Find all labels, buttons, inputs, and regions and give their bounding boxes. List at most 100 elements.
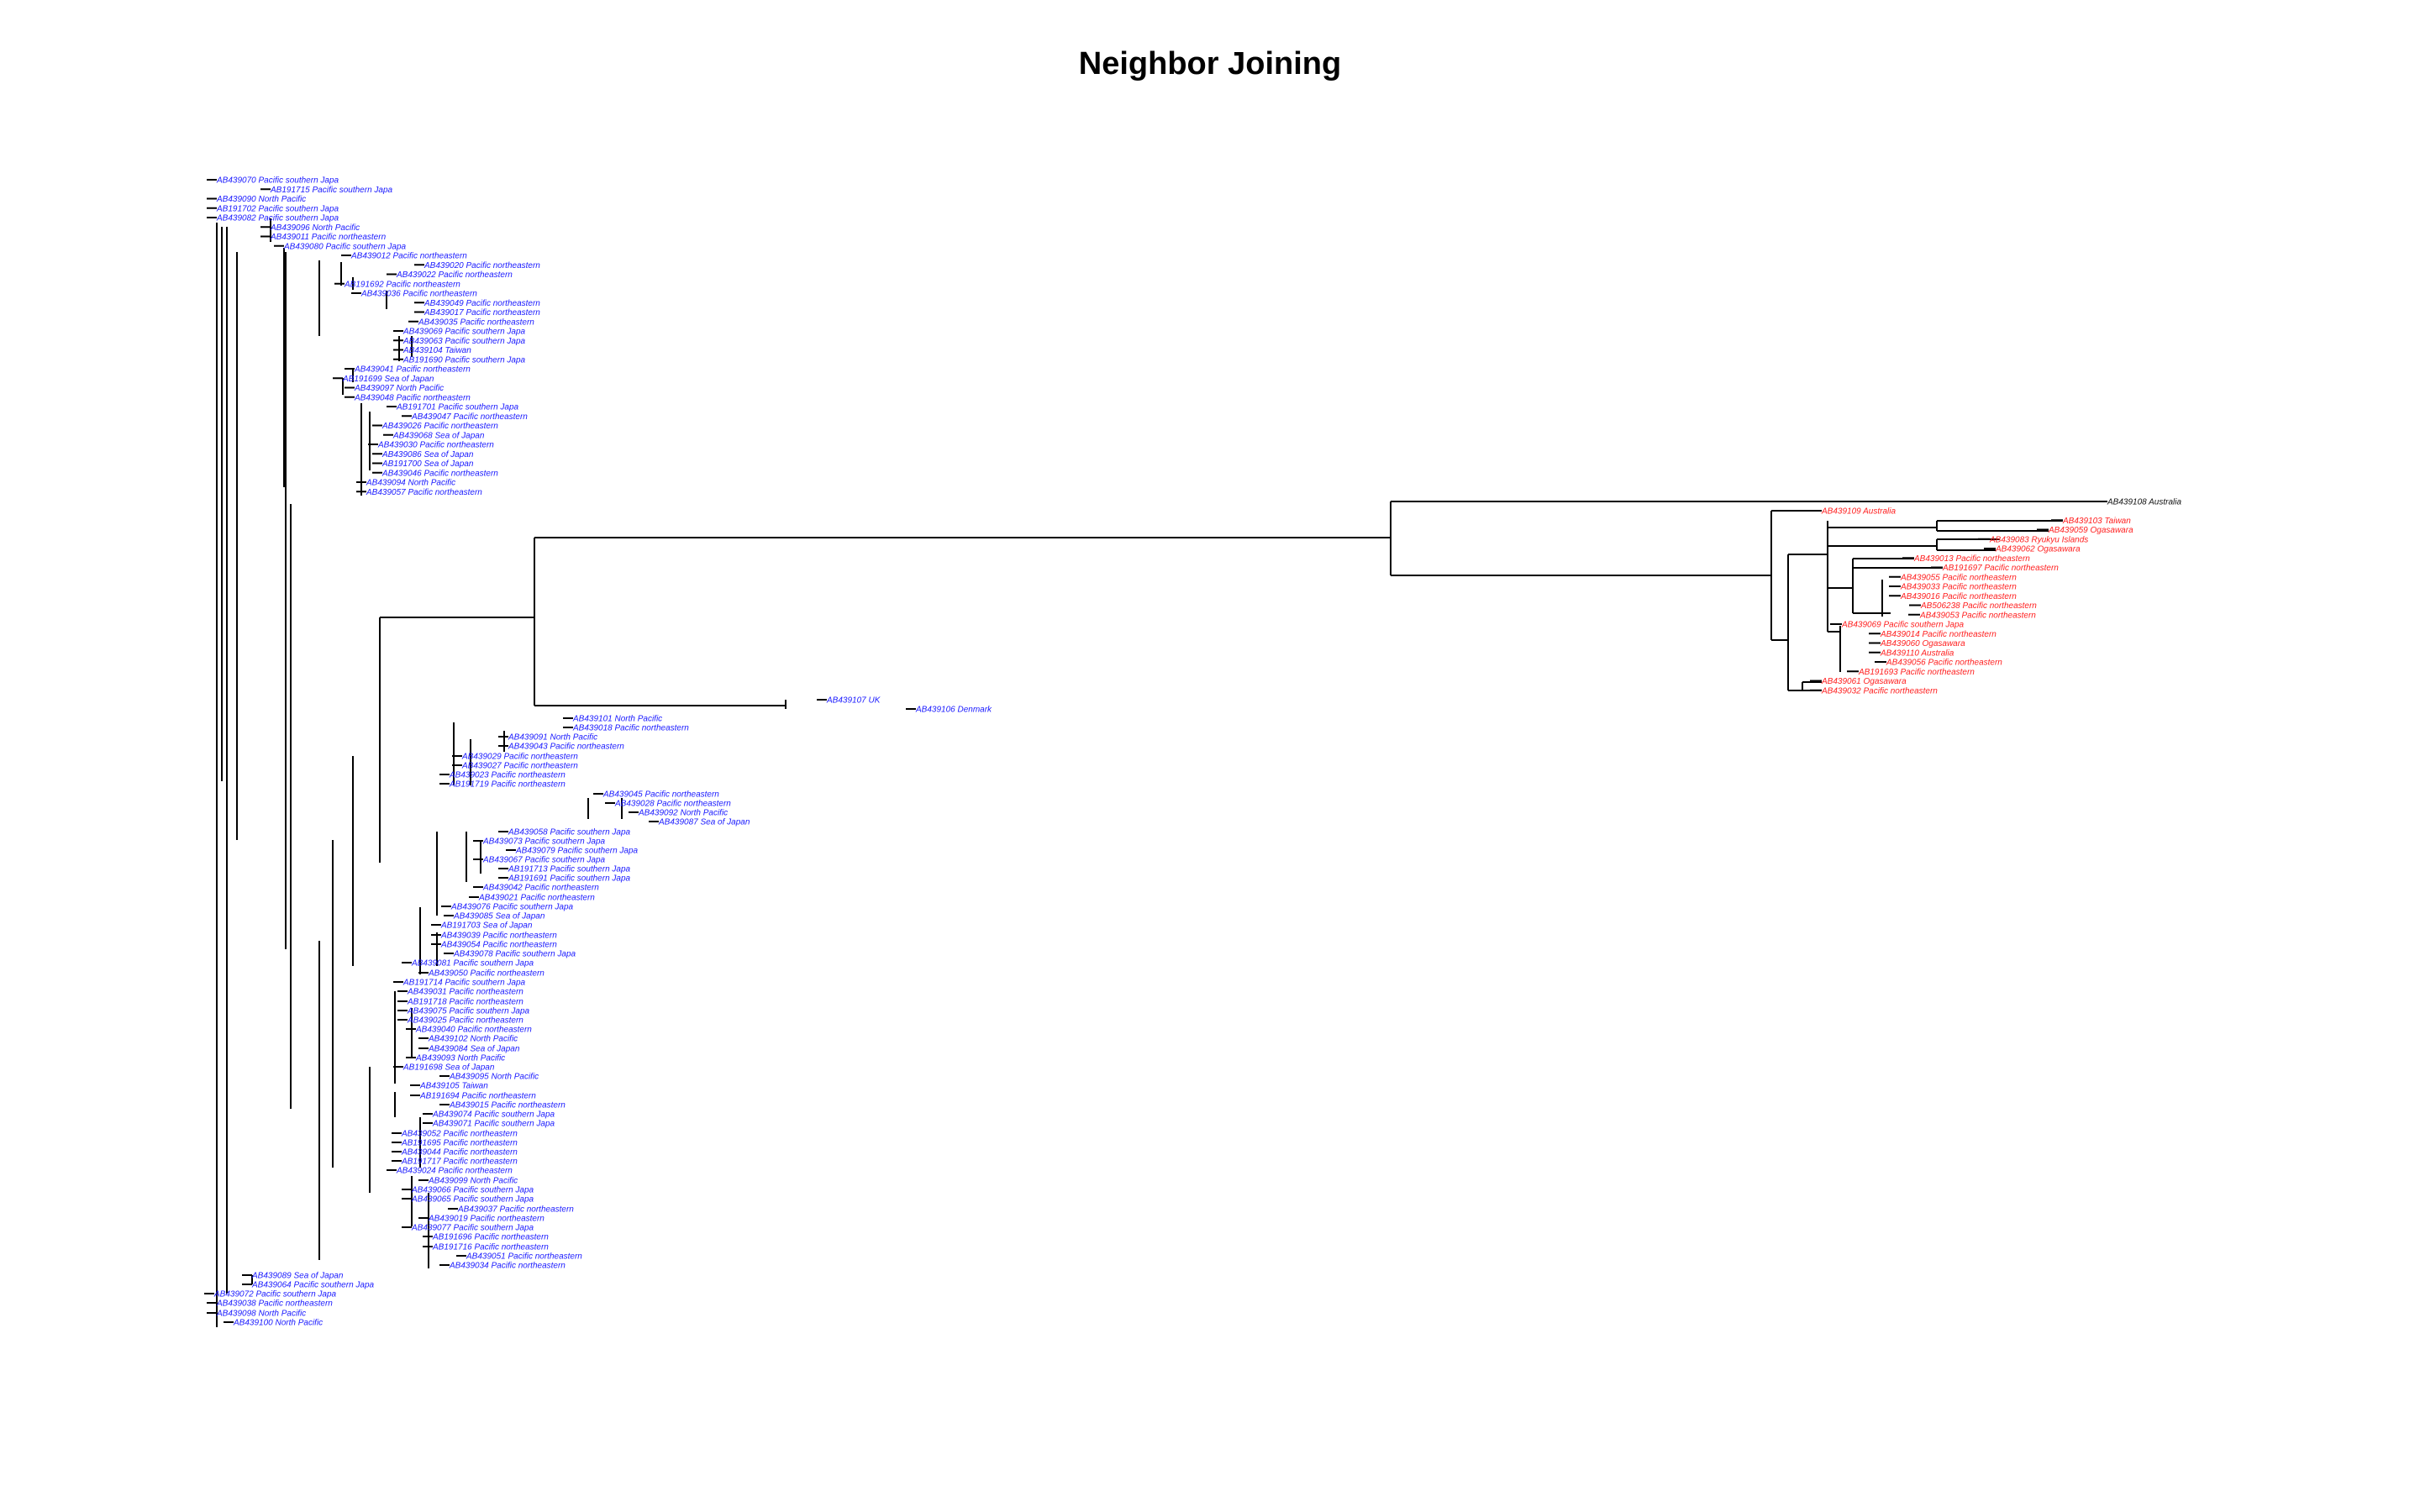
tip-label: AB439068 Sea of Japan xyxy=(392,431,485,440)
tip-label: AB191715 Pacific southern Japa xyxy=(270,186,393,195)
tip-label: AB439011 Pacific northeastern xyxy=(270,233,387,242)
tip-label: AB439077 Pacific southern Japa xyxy=(411,1224,534,1233)
tip-label: AB191691 Pacific southern Japa xyxy=(508,874,631,884)
tip-label: AB439051 Pacific northeastern xyxy=(466,1252,582,1262)
tip-label: AB439012 Pacific northeastern xyxy=(350,252,467,261)
tip-label: AB439059 Ogasawara xyxy=(2048,526,2133,535)
tip-label: AB439034 Pacific northeastern xyxy=(449,1262,566,1271)
tip-label: AB191719 Pacific northeastern xyxy=(449,780,566,790)
tip-label: AB439106 Denmark xyxy=(915,706,992,715)
tip-label: AB439064 Pacific southern Japa xyxy=(251,1281,375,1290)
tip-label: AB439049 Pacific northeastern xyxy=(424,299,540,308)
tip-label: AB191700 Sea of Japan xyxy=(381,459,474,469)
tip-label: AB439090 North Pacific xyxy=(216,195,306,204)
tip-label: AB439109 Australia xyxy=(1821,507,1896,517)
tip-label: AB439060 Ogasawara xyxy=(1880,639,1965,648)
tip-label: AB439089 Sea of Japan xyxy=(251,1272,344,1281)
tip-label: AB439076 Pacific southern Japa xyxy=(450,903,574,912)
tip-label: AB439030 Pacific northeastern xyxy=(377,441,494,450)
tip-label: AB439045 Pacific northeastern xyxy=(602,790,719,800)
tip-label: AB191714 Pacific southern Japa xyxy=(402,979,526,988)
tip-label: AB439052 Pacific northeastern xyxy=(401,1130,518,1139)
tip-label: AB439028 Pacific northeastern xyxy=(614,800,731,809)
tip-label: AB439047 Pacific northeastern xyxy=(411,412,528,422)
tip-label: AB439108 Australia xyxy=(2107,498,2181,507)
tip-label: AB439092 North Pacific xyxy=(638,809,728,818)
tip-label: AB439098 North Pacific xyxy=(216,1310,306,1319)
tip-label: AB439084 Sea of Japan xyxy=(428,1045,520,1054)
tip-label: AB439063 Pacific southern Japa xyxy=(402,337,526,346)
tip-label: AB439050 Pacific northeastern xyxy=(428,969,544,979)
tip-label: AB439019 Pacific northeastern xyxy=(428,1215,544,1224)
tip-label: AB439067 Pacific southern Japa xyxy=(482,856,606,865)
tip-label: AB439054 Pacific northeastern xyxy=(440,941,557,950)
tip-label: AB439086 Sea of Japan xyxy=(381,450,474,459)
tip-label: AB439042 Pacific northeastern xyxy=(482,884,599,893)
tip-label: AB439073 Pacific southern Japa xyxy=(482,837,606,847)
tip-label: AB439079 Pacific southern Japa xyxy=(515,847,639,856)
tip-label: AB439110 Australia xyxy=(1880,648,1954,658)
tip-label: AB439022 Pacific northeastern xyxy=(396,270,513,280)
tip-label: AB439013 Pacific northeastern xyxy=(1913,554,2030,564)
tip-label: AB439017 Pacific northeastern xyxy=(424,308,540,318)
tip-label: AB439031 Pacific northeastern xyxy=(407,988,523,997)
tip-label: AB191713 Pacific southern Japa xyxy=(508,865,631,874)
tip-label: AB439074 Pacific southern Japa xyxy=(432,1110,555,1120)
tip-label: AB439056 Pacific northeastern xyxy=(1886,659,2002,668)
tip-label: AB439026 Pacific northeastern xyxy=(381,422,498,431)
tip-label: AB439078 Pacific southern Japa xyxy=(453,950,576,959)
tip-label: AB191696 Pacific northeastern xyxy=(432,1233,549,1242)
tip-label: AB439075 Pacific southern Japa xyxy=(407,1007,530,1016)
tip-label: AB439021 Pacific northeastern xyxy=(478,894,595,903)
tip-label: AB439035 Pacific northeastern xyxy=(418,318,534,327)
tip-label: AB191694 Pacific northeastern xyxy=(419,1092,536,1101)
chart-title: Neighbor Joining xyxy=(1078,46,1342,81)
tip-label: AB439055 Pacific northeastern xyxy=(1900,573,2017,582)
tip-label: AB439102 North Pacific xyxy=(428,1035,518,1044)
tip-label: AB439046 Pacific northeastern xyxy=(381,469,498,478)
tip-label: AB439081 Pacific southern Japa xyxy=(411,959,534,969)
tip-label: AB439072 Pacific southern Japa xyxy=(213,1290,337,1299)
tip-label: AB191698 Sea of Japan xyxy=(402,1063,495,1073)
tip-label: AB439094 North Pacific xyxy=(366,479,455,488)
tip-label: AB439066 Pacific southern Japa xyxy=(411,1186,534,1195)
tip-label: AB191718 Pacific northeastern xyxy=(407,998,523,1007)
tip-label: AB439061 Ogasawara xyxy=(1821,677,1907,686)
tip-label: AB439025 Pacific northeastern xyxy=(407,1016,523,1026)
tip-label: AB439087 Sea of Japan xyxy=(658,818,750,827)
tip-label: AB439058 Pacific southern Japa xyxy=(508,828,631,837)
tip-label: AB439069 Pacific southern Japa xyxy=(402,328,526,337)
tip-label: AB439041 Pacific northeastern xyxy=(354,365,471,375)
tip-label: AB439043 Pacific northeastern xyxy=(508,743,624,752)
tip-label: AB191699 Sea of Japan xyxy=(342,375,434,384)
tip-label: AB439048 Pacific northeastern xyxy=(354,393,471,402)
tip-label: AB439016 Pacific northeastern xyxy=(1900,592,2017,601)
tip-label: AB439085 Sea of Japan xyxy=(453,912,545,921)
tip-label: AB191695 Pacific northeastern xyxy=(401,1139,518,1148)
tip-label: AB439020 Pacific northeastern xyxy=(424,261,540,270)
tip-label: AB439097 North Pacific xyxy=(354,384,444,393)
tip-label: AB439107 UK xyxy=(826,696,881,706)
tip-label: AB191693 Pacific northeastern xyxy=(1858,668,1975,677)
tip-label: AB191717 Pacific northeastern xyxy=(401,1158,518,1167)
tip-label: AB439083 Ryukyu Islands xyxy=(1989,535,2088,544)
tip-label: AB191703 Sea of Japan xyxy=(440,921,533,931)
tip-label: AB191702 Pacific southern Japa xyxy=(216,204,339,213)
tip-label: AB439037 Pacific northeastern xyxy=(457,1205,574,1215)
tip-label: AB439062 Ogasawara xyxy=(1995,545,2081,554)
tip-label: AB191716 Pacific northeastern xyxy=(432,1243,549,1252)
tip-label: AB439027 Pacific northeastern xyxy=(461,762,578,771)
tip-label: AB439032 Pacific northeastern xyxy=(1821,686,1938,696)
tip-label: AB439069 Pacific southern Japa xyxy=(1841,621,1965,630)
tip-label: AB439040 Pacific northeastern xyxy=(415,1026,532,1035)
tip-label: AB439023 Pacific northeastern xyxy=(449,771,566,780)
tip-label: AB439015 Pacific northeastern xyxy=(449,1101,566,1110)
tip-label: AB439018 Pacific northeastern xyxy=(572,724,689,733)
tip-label: AB439103 Taiwan xyxy=(2062,517,2131,526)
tip-label: AB439036 Pacific northeastern xyxy=(360,290,477,299)
tip-label: AB439093 North Pacific xyxy=(415,1054,505,1063)
tip-label: AB439095 North Pacific xyxy=(449,1073,539,1082)
tip-label: AB439024 Pacific northeastern xyxy=(396,1167,513,1176)
